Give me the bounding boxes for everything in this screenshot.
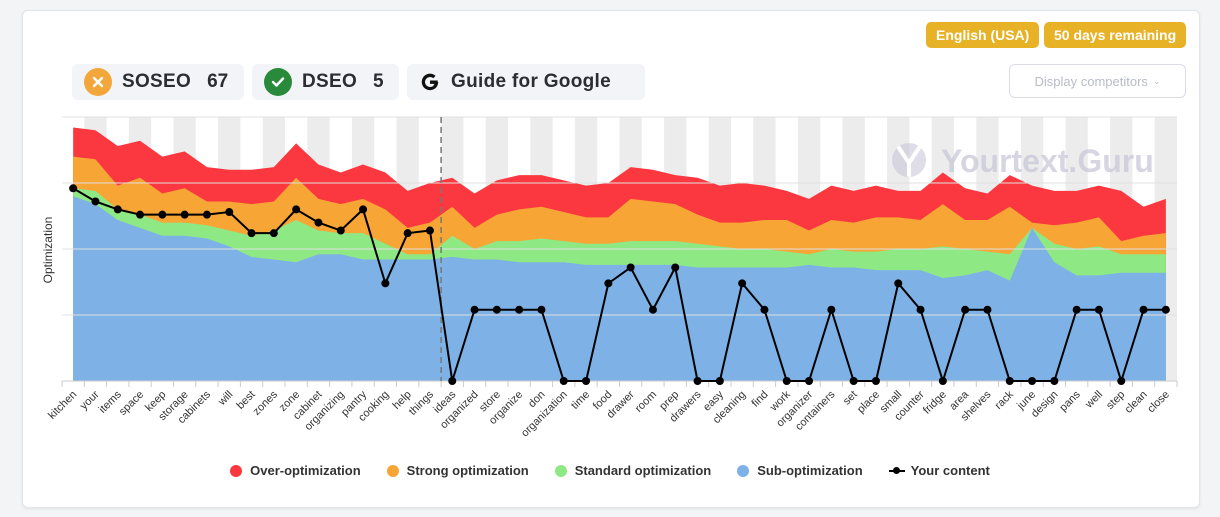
legend-standard-optimization[interactable]: Standard optimization (554, 463, 712, 478)
legend-label: Strong optimization (406, 463, 529, 478)
dseo-value: 5 (373, 71, 384, 92)
google-g-icon (419, 71, 441, 93)
soseo-score: SOSEO 67 (72, 64, 244, 100)
guide-label: Guide for Google (451, 71, 611, 92)
check-circle-icon (264, 68, 292, 96)
chevron-down-icon: ⌄ (1152, 75, 1161, 86)
legend-dot (386, 464, 399, 477)
legend-line-key (888, 465, 905, 477)
legend-label: Standard optimization (574, 463, 712, 478)
legend-label: Over-optimization (250, 463, 361, 478)
hamburger-menu-icon[interactable] (1158, 121, 1176, 137)
language-badge[interactable]: English (USA) (926, 22, 1040, 48)
dseo-score: DSEO 5 (252, 64, 399, 100)
legend-strong-optimization[interactable]: Strong optimization (386, 463, 529, 478)
legend-dot (230, 464, 243, 477)
days-remaining-badge: 50 days remaining (1044, 22, 1187, 48)
legend-dot (737, 464, 750, 477)
legend-dot (554, 464, 567, 477)
guide-for-google[interactable]: Guide for Google (407, 64, 645, 100)
legend-label: Your content (910, 463, 990, 478)
legend-your-content[interactable]: Your content (888, 463, 990, 478)
dseo-label: DSEO (302, 71, 358, 92)
legend-sub-optimization[interactable]: Sub-optimization (737, 463, 863, 478)
soseo-label: SOSEO (122, 71, 192, 92)
display-competitors-label: Display competitors (1034, 73, 1148, 89)
chart-legend: Over-optimization Strong optimization St… (0, 463, 1220, 478)
display-competitors-button[interactable]: Display competitors ⌄ (1009, 64, 1186, 98)
close-circle-icon (84, 68, 112, 96)
soseo-value: 67 (207, 71, 229, 92)
legend-label: Sub-optimization (757, 463, 863, 478)
legend-over-optimization[interactable]: Over-optimization (230, 463, 361, 478)
